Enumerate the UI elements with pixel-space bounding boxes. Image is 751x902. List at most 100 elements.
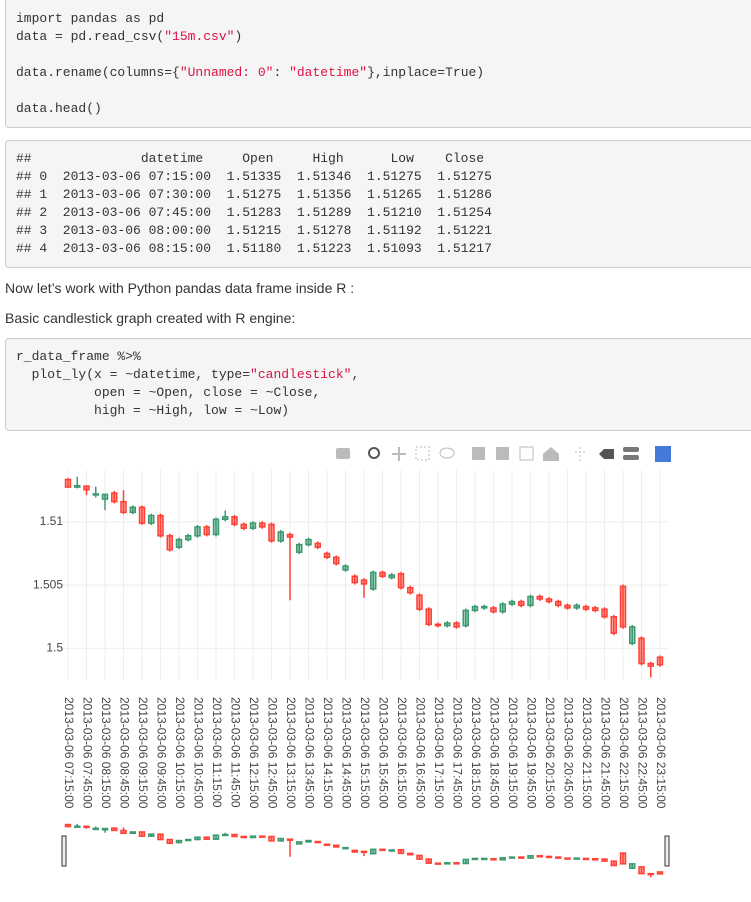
candle-body xyxy=(490,607,497,613)
x-tick-label: 2013-03-06 15:15:00 xyxy=(358,697,372,809)
slider-candle-body xyxy=(370,848,377,855)
x-tick-label: 2013-03-06 17:45:00 xyxy=(450,697,464,809)
slider-candle-body xyxy=(333,844,340,848)
candle-body xyxy=(277,531,284,542)
code-group: data.rename(columns={"Unnamed: 0": "date… xyxy=(16,64,751,82)
x-tick-label: 2013-03-06 23:15:00 xyxy=(654,697,668,809)
candle-body xyxy=(638,637,645,665)
x-tick-label: 2013-03-06 10:15:00 xyxy=(173,697,187,809)
candle-body xyxy=(157,514,164,537)
zoom-out-icon[interactable] xyxy=(496,447,509,460)
slider-candle-body xyxy=(351,849,358,853)
slider-candle-body xyxy=(175,839,183,844)
slider-candle-body xyxy=(518,856,525,859)
candle-body xyxy=(360,579,368,585)
zoom-in-icon[interactable] xyxy=(472,447,485,460)
box-select-icon[interactable] xyxy=(415,446,430,461)
candle-body xyxy=(527,595,534,607)
candle-body xyxy=(397,572,405,589)
pan-icon[interactable] xyxy=(392,447,406,461)
candle-body xyxy=(249,522,257,529)
x-tick-label: 2013-03-06 20:45:00 xyxy=(561,697,575,809)
x-tick-label: 2013-03-06 22:45:00 xyxy=(635,697,649,809)
reset-icon[interactable] xyxy=(543,447,559,461)
slider-candle-body xyxy=(499,857,506,861)
x-tick-label: 2013-03-06 07:45:00 xyxy=(80,697,94,809)
code-group: r_data_frame %>% plot_ly(x = ~datetime, … xyxy=(16,348,751,420)
code-line: plot_ly(x = ~datetime, type="candlestick… xyxy=(16,367,360,382)
slider-candle-body xyxy=(231,833,238,838)
candle-body xyxy=(370,571,377,590)
slider-candle-body xyxy=(582,857,590,861)
slider-candle-body xyxy=(647,872,654,876)
slider-candle-body xyxy=(536,854,543,858)
candle-body xyxy=(240,523,247,529)
candle-body xyxy=(407,586,414,594)
x-tick-label: 2013-03-06 14:45:00 xyxy=(339,697,353,809)
output-line: ## 1 2013-03-06 07:30:00 1.51275 1.51356… xyxy=(16,187,492,202)
slider-candle-body xyxy=(601,858,608,862)
x-tick-label: 2013-03-06 10:45:00 xyxy=(191,697,205,809)
slider-candle-body xyxy=(416,854,423,860)
slider-candle-body xyxy=(425,858,432,864)
autoscale-icon[interactable] xyxy=(519,446,534,461)
candle-body xyxy=(222,516,229,521)
spike-icon[interactable] xyxy=(575,447,585,461)
y-tick-label: 1.5 xyxy=(46,641,63,655)
x-tick-label: 2013-03-06 07:15:00 xyxy=(62,697,76,809)
candle-body xyxy=(444,622,451,627)
x-tick-label: 2013-03-06 09:45:00 xyxy=(154,697,168,809)
slider-candle-body xyxy=(74,825,81,828)
candle-body xyxy=(231,516,238,526)
candle-body xyxy=(564,604,571,609)
slider-candle-body xyxy=(240,835,247,839)
x-tick-label: 2013-03-06 20:15:00 xyxy=(543,697,557,809)
slider-candle-body xyxy=(342,846,349,850)
hover-compare-icon[interactable] xyxy=(623,455,639,460)
slider-candle-body xyxy=(564,857,571,860)
x-tick-label: 2013-03-06 18:45:00 xyxy=(487,697,501,809)
slider-candle-body xyxy=(434,862,442,865)
candle-body xyxy=(573,604,580,609)
candle-body xyxy=(148,514,155,524)
plotly-logo[interactable] xyxy=(655,446,671,462)
slider-candle-body xyxy=(92,827,99,831)
candle-body xyxy=(175,538,183,548)
x-tick-label: 2013-03-06 12:15:00 xyxy=(247,697,261,809)
candle-body xyxy=(64,478,72,488)
slider-candle-body xyxy=(545,855,553,859)
slider-candle-body xyxy=(120,829,127,835)
code-line: data.rename(columns={"Unnamed: 0": "date… xyxy=(16,65,485,80)
hover-compare-icon[interactable] xyxy=(623,447,639,452)
slider-candle-body xyxy=(101,827,109,831)
x-tick-label: 2013-03-06 21:45:00 xyxy=(598,697,612,809)
lasso-icon[interactable] xyxy=(439,447,455,459)
hover-closest-icon[interactable] xyxy=(599,449,614,459)
slider-candle-body xyxy=(471,857,479,861)
x-tick-label: 2013-03-06 19:15:00 xyxy=(506,697,520,809)
slider-candle-body xyxy=(638,866,645,875)
slider-candle-body xyxy=(592,858,599,861)
x-tick-label: 2013-03-06 11:15:00 xyxy=(210,697,224,808)
slider-candle-body xyxy=(166,838,173,845)
code-block: r_data_frame %>% plot_ly(x = ~datetime, … xyxy=(5,338,751,431)
candle-body xyxy=(499,603,506,613)
camera-icon[interactable] xyxy=(336,448,350,459)
candle-body xyxy=(333,556,340,565)
candle-body xyxy=(610,615,617,634)
slider-candle-body xyxy=(138,831,146,837)
slider-candle-body xyxy=(64,823,72,828)
code-line: data = pd.read_csv("15m.csv") xyxy=(16,29,243,44)
x-tick-label: 2013-03-06 18:15:00 xyxy=(469,697,483,809)
candle-body xyxy=(508,600,516,605)
candle-body xyxy=(166,535,173,551)
zoom-icon[interactable] xyxy=(368,447,380,459)
candle-body xyxy=(259,522,266,528)
rangeslider-handle[interactable] xyxy=(664,835,670,867)
x-tick-label: 2013-03-06 15:45:00 xyxy=(376,697,390,809)
slider-candle-body xyxy=(277,837,284,842)
x-tick-label: 2013-03-06 17:15:00 xyxy=(432,697,446,809)
candle-body xyxy=(536,595,543,600)
rangeslider-handle[interactable] xyxy=(61,835,67,867)
